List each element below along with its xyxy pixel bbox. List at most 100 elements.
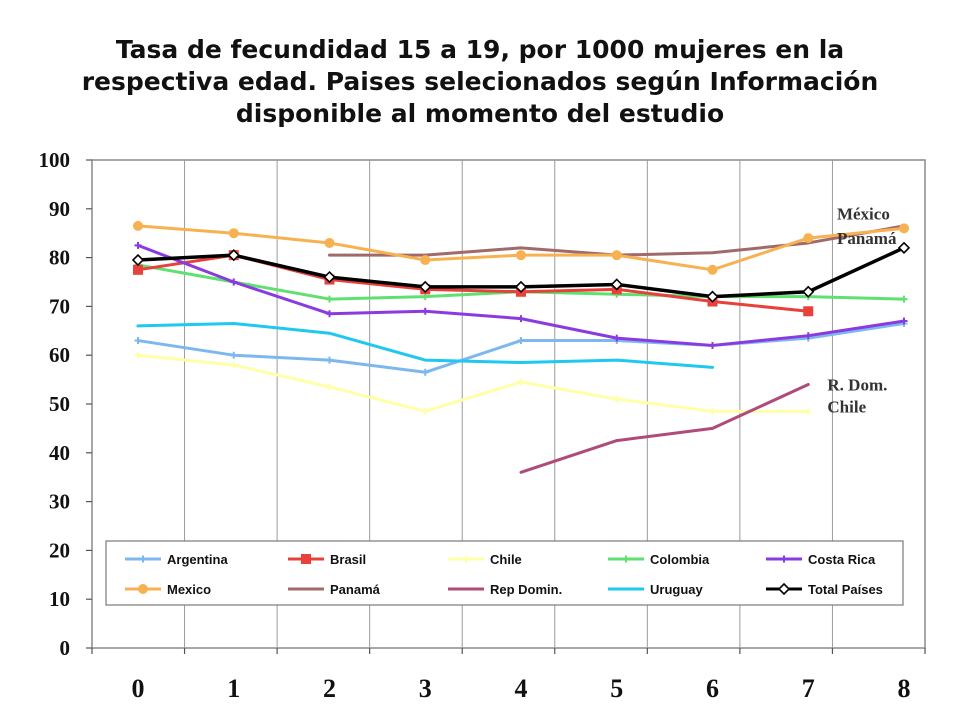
data-point bbox=[709, 341, 716, 349]
legend-label: Costa Rica bbox=[808, 552, 876, 567]
data-point bbox=[323, 270, 336, 284]
legend-item: Rep Domin. bbox=[448, 582, 562, 597]
data-point bbox=[709, 407, 716, 415]
series-chile bbox=[134, 351, 812, 415]
legend-marker bbox=[301, 554, 311, 564]
legend-marker bbox=[780, 555, 788, 563]
x-tick-label: 0 bbox=[132, 674, 145, 703]
series-line bbox=[136, 353, 810, 413]
data-point bbox=[131, 253, 145, 267]
data-point bbox=[230, 351, 238, 359]
x-tick-label: 5 bbox=[610, 674, 623, 703]
legend-item: Colombia bbox=[608, 552, 710, 567]
data-point bbox=[230, 278, 238, 286]
legend-item: Argentina bbox=[125, 552, 228, 567]
y-tick-label: 60 bbox=[49, 343, 70, 367]
x-tick-label: 8 bbox=[898, 674, 911, 703]
data-point bbox=[517, 315, 525, 323]
legend-item: Uruguay bbox=[608, 582, 704, 597]
series-rep-domin- bbox=[519, 382, 810, 474]
x-tick-label: 4 bbox=[515, 674, 528, 703]
series-uruguay bbox=[136, 321, 714, 369]
legend-item: Mexico bbox=[125, 582, 211, 597]
data-point bbox=[613, 334, 621, 342]
data-point bbox=[134, 351, 142, 359]
y-tick-label: 30 bbox=[49, 490, 70, 514]
data-point bbox=[228, 228, 239, 239]
legend-label: Rep Domin. bbox=[490, 582, 562, 597]
legend-marker bbox=[777, 582, 791, 596]
legend-label: Colombia bbox=[650, 552, 710, 567]
data-point bbox=[227, 249, 240, 262]
legend-label: Brasil bbox=[330, 552, 366, 567]
series-mexico bbox=[133, 220, 909, 275]
y-tick-label: 10 bbox=[49, 587, 70, 611]
data-point bbox=[803, 233, 814, 244]
x-tick-label: 6 bbox=[706, 674, 719, 703]
x-tick-label: 3 bbox=[419, 674, 432, 703]
data-point bbox=[802, 285, 815, 298]
data-point bbox=[326, 295, 333, 303]
legend-item: Panamá bbox=[288, 582, 381, 597]
data-point bbox=[803, 306, 814, 317]
data-point bbox=[421, 368, 429, 376]
data-point bbox=[421, 407, 429, 415]
data-point bbox=[804, 407, 812, 415]
data-point bbox=[134, 241, 142, 249]
legend-label: Panamá bbox=[330, 582, 381, 597]
data-point bbox=[897, 241, 911, 254]
series-line bbox=[136, 321, 714, 369]
data-point bbox=[517, 337, 525, 345]
legend-item: Costa Rica bbox=[766, 552, 876, 567]
data-point bbox=[899, 223, 909, 234]
legend-marker bbox=[138, 584, 148, 594]
legend-label: Chile bbox=[490, 552, 522, 567]
legend-marker bbox=[462, 555, 470, 563]
y-tick-label: 100 bbox=[39, 148, 71, 172]
series-lines bbox=[131, 220, 911, 474]
legend-marker bbox=[622, 555, 630, 563]
y-axis: 0 10 20 30 40 50 60 70 80 90 100 bbox=[39, 148, 92, 660]
series-costa-rica bbox=[134, 241, 908, 349]
y-tick-label: 0 bbox=[60, 636, 71, 660]
legend-item: Chile bbox=[448, 552, 522, 567]
legend-label: Uruguay bbox=[650, 582, 704, 597]
series-total-pa-ses bbox=[131, 241, 911, 303]
legend-item: Brasil bbox=[288, 552, 366, 567]
annotation-label: Chile bbox=[827, 397, 866, 416]
legend: Argentina Brasil Chile Colombia Costa Rica Me… bbox=[105, 540, 904, 606]
annotation-label: R. Dom. bbox=[827, 375, 887, 394]
data-point bbox=[133, 264, 143, 275]
data-point bbox=[134, 337, 142, 345]
data-point bbox=[706, 290, 719, 303]
data-point bbox=[900, 317, 908, 325]
annotation-label: México bbox=[837, 205, 890, 224]
data-point bbox=[517, 378, 525, 386]
data-point bbox=[421, 307, 429, 315]
y-tick-label: 80 bbox=[49, 246, 70, 270]
annotation-label: Panamá bbox=[837, 229, 897, 248]
data-point bbox=[133, 220, 143, 231]
legend-label: Argentina bbox=[167, 552, 228, 567]
chart-title: Tasa de fecundidad 15 a 19, por 1000 muj… bbox=[81, 35, 879, 128]
y-tick-label: 90 bbox=[49, 197, 70, 221]
data-point bbox=[230, 361, 238, 369]
annotations: México Panamá R. Dom. Chile bbox=[827, 205, 897, 417]
data-point bbox=[324, 237, 335, 248]
y-tick-label: 50 bbox=[49, 392, 70, 416]
data-point bbox=[804, 332, 812, 340]
data-point bbox=[516, 250, 526, 261]
data-point bbox=[610, 278, 623, 291]
legend-label: Total Países bbox=[808, 582, 883, 597]
series-line bbox=[519, 382, 810, 474]
data-point bbox=[514, 280, 528, 294]
data-point bbox=[707, 264, 718, 275]
x-tick-label: 7 bbox=[802, 674, 815, 703]
data-point bbox=[326, 310, 333, 318]
data-point bbox=[611, 250, 622, 261]
legend-label: Mexico bbox=[167, 582, 211, 597]
x-tick-label: 1 bbox=[227, 674, 240, 703]
x-axis: 0 1 2 3 4 5 6 7 8 bbox=[91, 648, 926, 703]
data-point bbox=[420, 255, 431, 266]
